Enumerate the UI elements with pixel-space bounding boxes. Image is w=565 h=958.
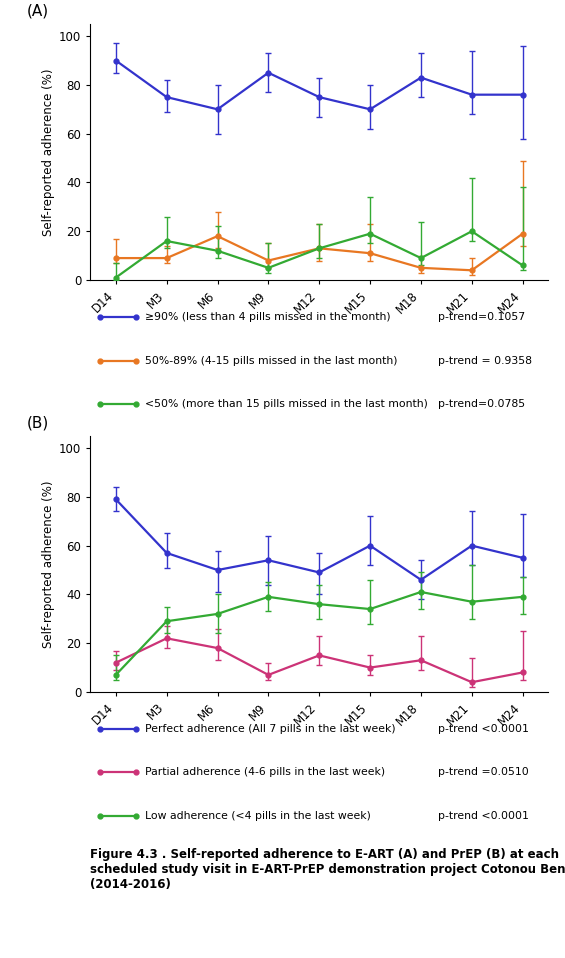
Text: Figure 4.3 . Self-reported adherence to E-ART (A) and PrEP (B) at each
scheduled: Figure 4.3 . Self-reported adherence to … — [90, 848, 565, 891]
Text: <50% (more than 15 pills missed in the last month): <50% (more than 15 pills missed in the l… — [145, 399, 428, 409]
Text: p-trend=0.0785: p-trend=0.0785 — [438, 399, 525, 409]
Text: p-trend <0.0001: p-trend <0.0001 — [438, 724, 529, 734]
Text: ≥90% (less than 4 pills missed in the month): ≥90% (less than 4 pills missed in the mo… — [145, 312, 391, 322]
Text: p-trend <0.0001: p-trend <0.0001 — [438, 811, 529, 821]
Text: Partial adherence (4-6 pills in the last week): Partial adherence (4-6 pills in the last… — [145, 767, 385, 778]
Y-axis label: Self-reported adherence (%): Self-reported adherence (%) — [42, 480, 55, 648]
Text: p-trend = 0.9358: p-trend = 0.9358 — [438, 355, 532, 366]
Text: Low adherence (<4 pills in the last week): Low adherence (<4 pills in the last week… — [145, 811, 371, 821]
Text: (B): (B) — [27, 416, 49, 430]
Text: (A): (A) — [27, 4, 49, 18]
Text: 50%-89% (4-15 pills missed in the last month): 50%-89% (4-15 pills missed in the last m… — [145, 355, 398, 366]
Text: p-trend=0.1057: p-trend=0.1057 — [438, 312, 525, 322]
Y-axis label: Self-reported adherence (%): Self-reported adherence (%) — [42, 68, 55, 236]
Text: p-trend =0.0510: p-trend =0.0510 — [438, 767, 529, 778]
Text: Perfect adherence (All 7 pills in the last week): Perfect adherence (All 7 pills in the la… — [145, 724, 396, 734]
